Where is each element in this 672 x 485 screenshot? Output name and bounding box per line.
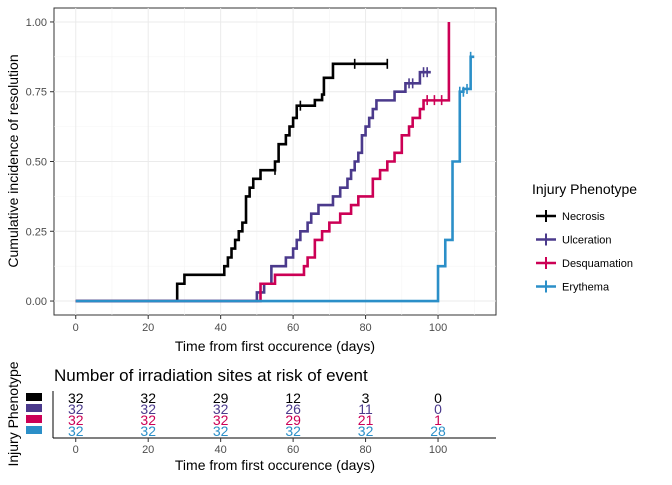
risk-row-color-key [26,404,42,412]
legend-items: Necrosis Ulceration Desquamation Erythema [536,210,633,294]
risk-count: 32 [140,412,156,428]
risk-x-tick-label: 80 [359,444,371,456]
risk-count: 26 [285,401,301,417]
y-tick-label: 0.75 [26,87,47,99]
x-axis-ticks: 0 20 40 60 80 100 [73,315,447,334]
y-axis-title: Cumulative incidence of resolution [5,54,21,267]
risk-count: 32 [213,412,229,428]
x-tick-label: 20 [142,322,154,334]
x-tick-label: 80 [359,322,371,334]
x-tick-label: 100 [429,322,447,334]
risk-table-x-ticks: 0 20 40 60 80 100 [73,438,447,456]
risk-count: 0 [434,401,442,417]
risk-count: 21 [358,412,374,428]
risk-count: 32 [213,423,229,439]
series-line-necrosis [75,62,388,303]
risk-count: 29 [285,412,301,428]
y-tick-label: 0.50 [26,157,47,169]
risk-table-title: Number of irradiation sites at risk of e… [54,366,368,385]
y-axis-ticks: 0.00 0.25 0.50 0.75 1.00 [26,17,54,308]
risk-x-tick-label: 40 [215,444,227,456]
risk-count: 32 [358,423,374,439]
risk-x-tick-label: 100 [429,444,447,456]
risk-count: 12 [285,390,301,406]
risk-count: 28 [430,423,446,439]
legend-label: Necrosis [562,211,605,223]
risk-count: 29 [213,390,229,406]
legend-item-ulceration: Ulceration [536,233,612,247]
risk-count: 3 [362,390,370,406]
risk-row-color-key [26,426,42,434]
series-line-erythema [75,55,475,303]
x-axis-title: Time from first occurence (days) [175,338,375,354]
risk-x-tick-label: 20 [142,444,154,456]
legend-label: Erythema [562,282,610,294]
risk-count: 32 [68,412,84,428]
main-plot: 0 20 40 60 80 100 0.00 0.25 0.50 0.75 1.00 Time f… [5,7,497,354]
risk-table: Number of irradiation sites at risk of e… [5,361,496,473]
series-layer [75,21,475,303]
x-tick-label: 60 [287,322,299,334]
risk-count: 0 [434,390,442,406]
legend-label: Desquamation [562,258,633,270]
legend-title: Injury Phenotype [532,181,637,197]
legend-item-desquamation: Desquamation [536,257,633,270]
risk-count: 32 [140,390,156,406]
legend-label: Ulceration [562,235,612,247]
risk-table-color-keys [26,393,42,434]
risk-count: 32 [285,423,301,439]
risk-count: 32 [68,390,84,406]
risk-table-x-axis-title: Time from first occurence (days) [175,457,375,473]
risk-row-color-key [26,393,42,401]
risk-count: 11 [358,401,373,417]
risk-x-tick-label: 60 [287,444,299,456]
x-tick-label: 0 [73,322,79,334]
risk-table-rows: 32 32 29 12 3 032 32 32 26 11 032 32 32 29 21 132 32 32 32… [68,390,446,439]
legend-item-necrosis: Necrosis [536,210,605,223]
risk-table-y-axis-title: Injury Phenotype [5,361,21,466]
series-line-ulceration [75,70,431,303]
x-tick-label: 40 [215,322,227,334]
risk-count: 32 [213,401,229,417]
risk-count: 32 [68,423,84,439]
risk-row-color-key [26,415,42,423]
risk-count: 32 [68,401,84,417]
series-line-desquamation [75,21,451,303]
legend: Injury Phenotype Necrosis Ulceration Desqu… [532,181,637,294]
grid-major [54,8,496,315]
y-tick-label: 0.25 [26,226,47,238]
y-tick-label: 1.00 [26,17,47,29]
risk-x-tick-label: 0 [73,444,79,456]
y-tick-label: 0.00 [26,296,47,308]
risk-count: 1 [434,412,442,428]
legend-item-erythema: Erythema [536,280,610,294]
risk-count: 32 [140,423,156,439]
risk-count: 32 [140,401,156,417]
